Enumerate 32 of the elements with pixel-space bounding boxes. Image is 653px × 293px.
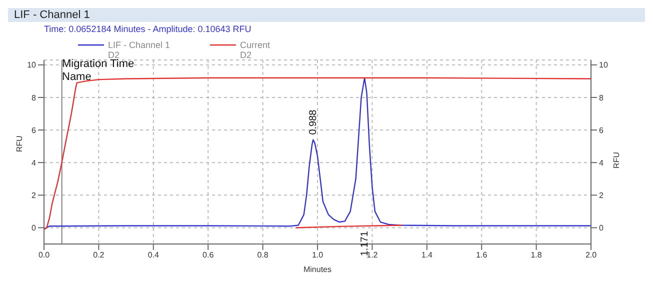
x-tick-label: 1.8 xyxy=(530,250,542,260)
y2-tick-label: 0 xyxy=(599,224,604,233)
y2-tick-label: 6 xyxy=(599,126,604,135)
x-tick-label: 1.4 xyxy=(421,250,434,260)
x-tick-label: 1.0 xyxy=(312,250,324,260)
y2-tick-label: 10 xyxy=(599,60,608,70)
y-tick-label: 8 xyxy=(32,93,37,102)
x-tick-label: 2.0 xyxy=(585,250,598,260)
x-tick-label: 1.2 xyxy=(366,250,378,260)
y2-tick-label: 8 xyxy=(599,93,604,102)
y2-tick-label: 4 xyxy=(599,158,604,168)
y2-axis-title: RFU xyxy=(612,152,621,168)
annotation: 0.988 xyxy=(308,109,320,135)
x-tick-label: 0.0 xyxy=(38,250,50,260)
x-tick-label: 0.2 xyxy=(93,250,105,260)
x-tick-label: 0.6 xyxy=(202,250,214,260)
x-tick-label: 1.6 xyxy=(476,250,488,260)
y-tick-label: 2 xyxy=(32,190,37,200)
x-axis-title: Minutes xyxy=(303,265,332,274)
legend-label: LIF - Channel 1 D2 xyxy=(108,40,170,60)
x-tick-label: 0.8 xyxy=(257,250,269,260)
y-tick-label: 6 xyxy=(32,126,37,135)
chart-subtitle: Time: 0.0652184 Minutes - Amplitude: 0.10643 RFU xyxy=(43,23,252,36)
y-tick-label: 0 xyxy=(32,224,37,233)
y2-tick-label: 2 xyxy=(599,190,604,200)
y-axis-title: RFU xyxy=(14,135,24,152)
y-tick-label: 4 xyxy=(32,158,37,168)
x-tick-label: 0.4 xyxy=(148,250,160,260)
legend-label: Current D2 xyxy=(240,40,270,60)
annotation: Migration Time Name xyxy=(62,58,134,84)
y-tick-label: 10 xyxy=(27,60,37,70)
chart-title: LIF - Channel 1 xyxy=(8,8,645,22)
